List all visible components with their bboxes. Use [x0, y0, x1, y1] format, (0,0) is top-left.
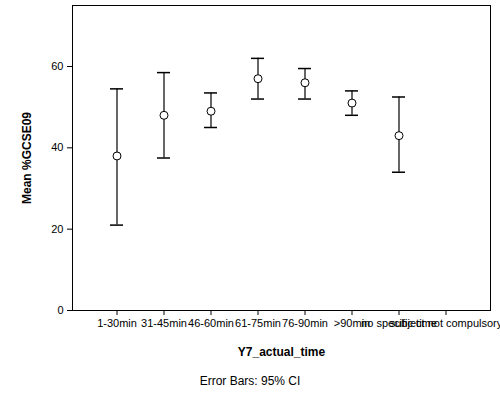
- svg-text:>90min: >90min: [333, 317, 371, 330]
- svg-text:60: 60: [51, 60, 63, 72]
- svg-text:subject not compulsory: subject not compulsory: [390, 317, 500, 329]
- svg-text:0: 0: [57, 304, 63, 316]
- html-text:Error Bars: 95% CI: Error Bars: 95% CI: [199, 374, 301, 388]
- svg-text:31-45min: 31-45min: [141, 317, 187, 329]
- svg-text:Y7_actual_time: Y7_actual_time: [238, 345, 326, 359]
- svg-text:40: 40: [51, 141, 63, 153]
- svg-text:20: 20: [51, 223, 63, 235]
- svg-text:1-30min: 1-30min: [97, 317, 137, 329]
- svg-text:Mean %GCSE09: Mean %GCSE09: [20, 112, 34, 204]
- svg-text:61-75min: 61-75min: [235, 317, 281, 329]
- svg-text:46-60min: 46-60min: [188, 317, 234, 329]
- svg-text:76-90min: 76-90min: [282, 317, 328, 329]
